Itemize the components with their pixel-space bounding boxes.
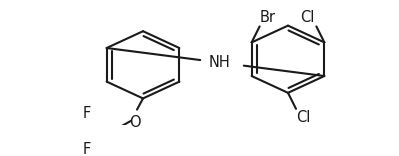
- Text: Cl: Cl: [296, 110, 310, 125]
- Text: Br: Br: [260, 10, 276, 25]
- Text: F: F: [83, 142, 91, 156]
- Text: F: F: [83, 106, 91, 121]
- Text: NH: NH: [209, 55, 231, 70]
- Text: Cl: Cl: [300, 10, 314, 25]
- Text: O: O: [129, 115, 141, 130]
